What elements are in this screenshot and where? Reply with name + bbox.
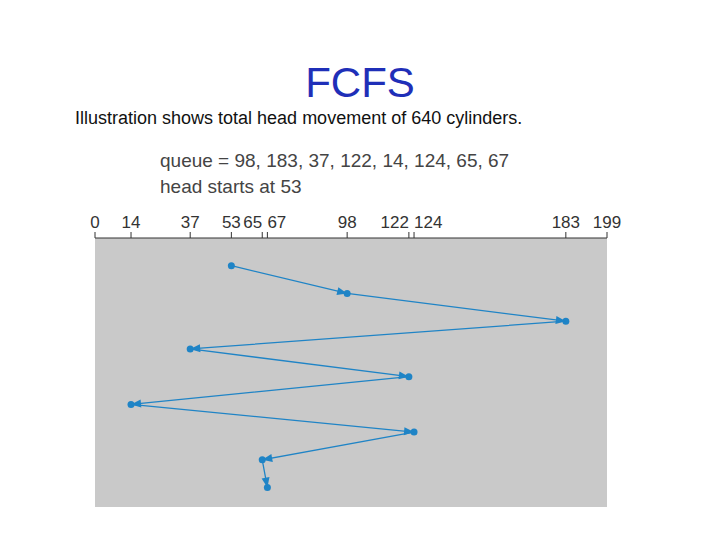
svg-text:183: 183 <box>552 213 580 232</box>
html-text:Illustration shows total head: Illustration shows total head movement o… <box>75 108 523 128</box>
svg-text:14: 14 <box>122 213 141 232</box>
svg-text:65: 65 <box>243 213 262 232</box>
svg-text:124: 124 <box>414 213 442 232</box>
svg-text:67: 67 <box>267 213 286 232</box>
html-text:head starts at 53: head starts at 53 <box>160 176 302 197</box>
svg-text:98: 98 <box>338 213 357 232</box>
html-text:FCFS: FCFS <box>305 59 415 106</box>
svg-text:37: 37 <box>181 213 200 232</box>
svg-text:122: 122 <box>381 213 409 232</box>
html-text:queue = 98, 183, 37, 122, 14,: queue = 98, 183, 37, 122, 14, 124, 65, 6… <box>160 150 510 171</box>
svg-text:0: 0 <box>90 213 99 232</box>
svg-text:199: 199 <box>593 213 621 232</box>
svg-text:53: 53 <box>222 213 241 232</box>
